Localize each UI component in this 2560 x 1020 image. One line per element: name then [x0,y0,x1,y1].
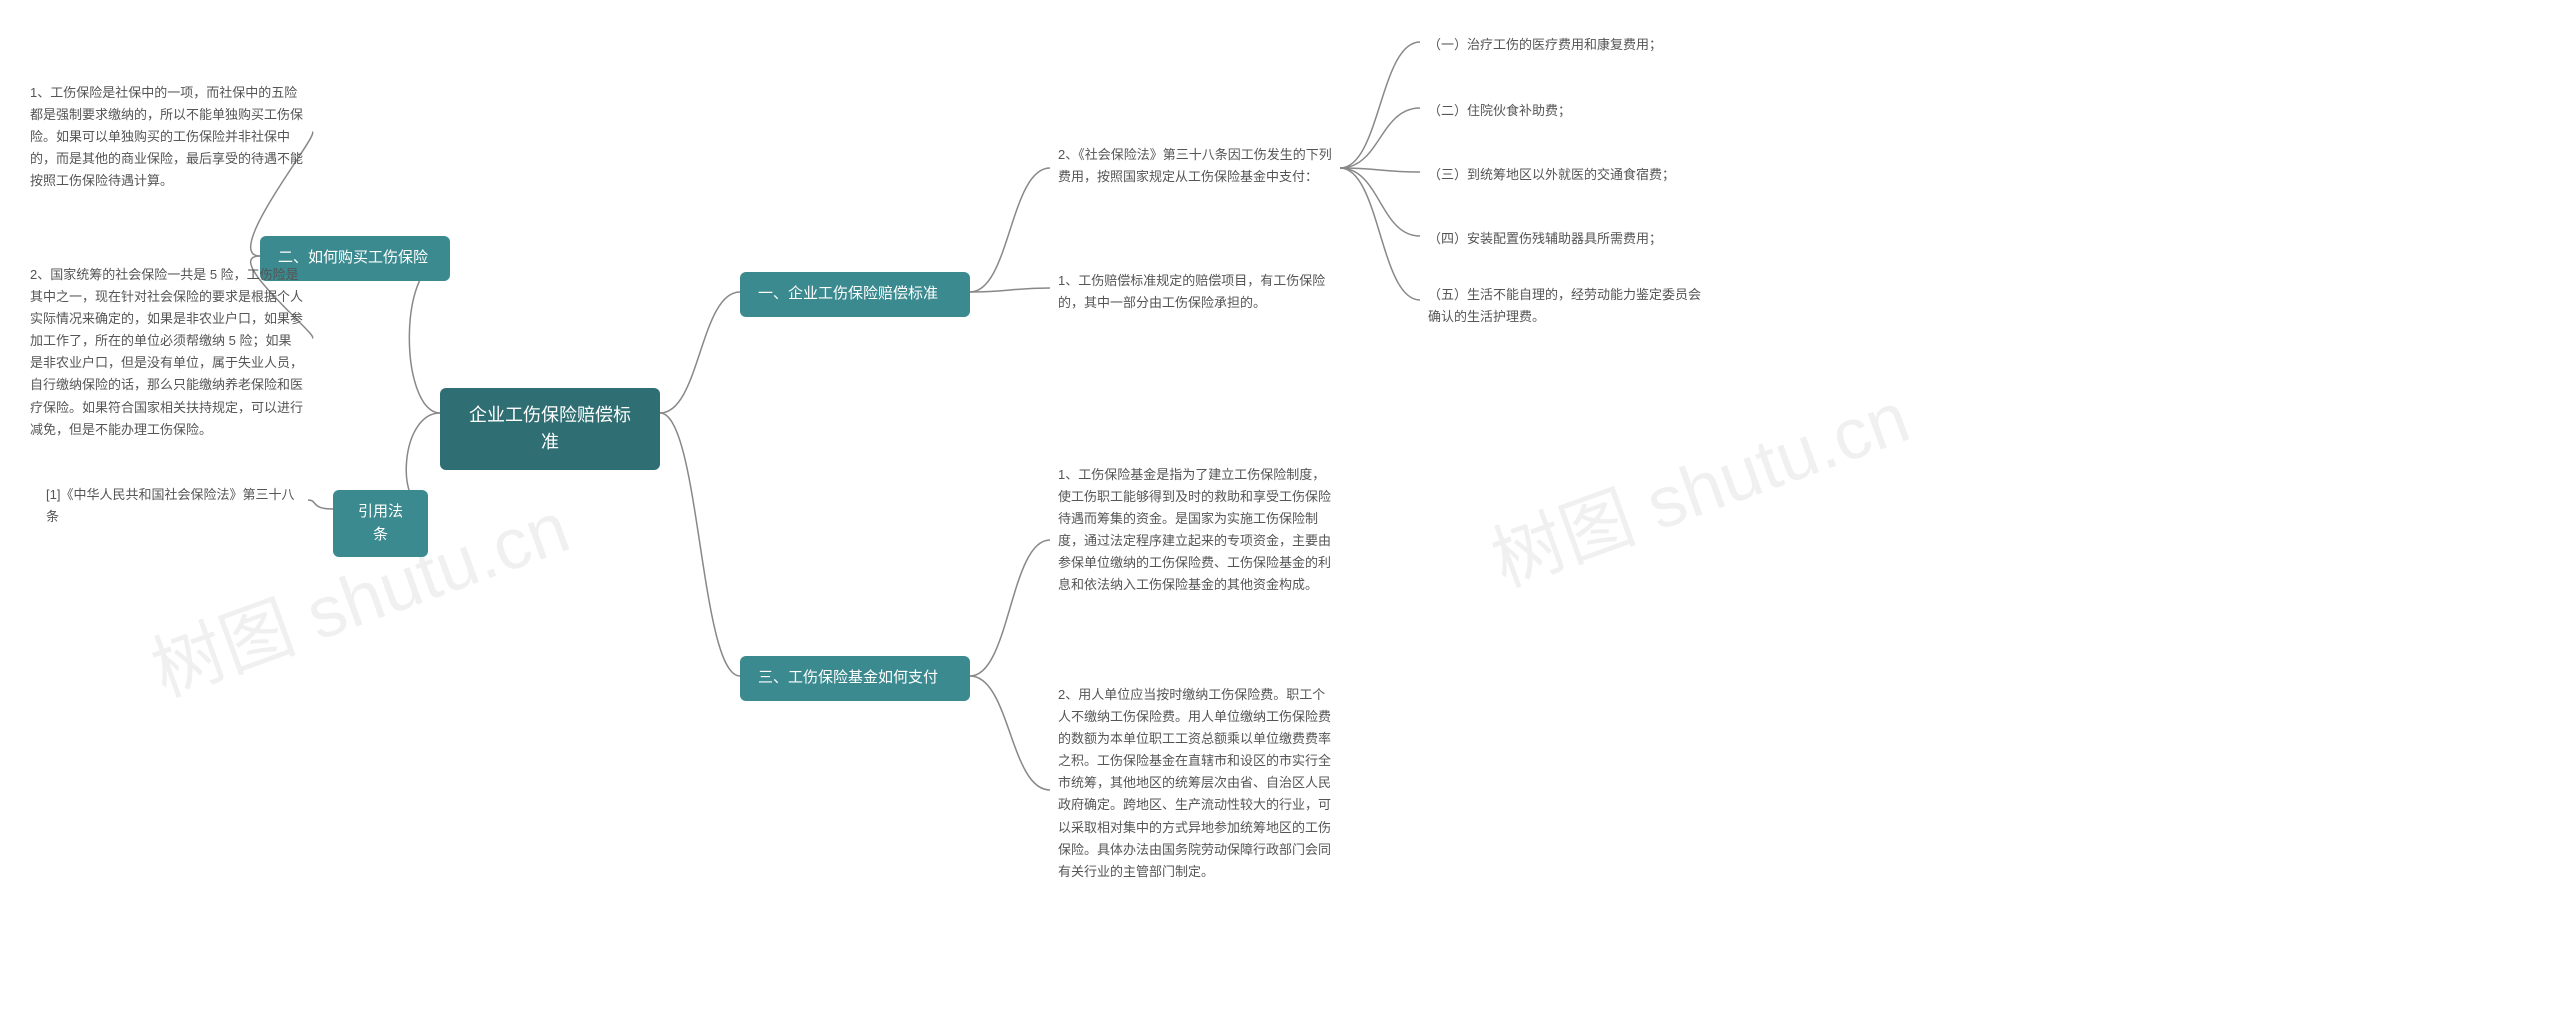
leaf-b1-1: 1、工伤赔偿标准规定的赔偿项目，有工伤保险的，其中一部分由工伤保险承担的。 [1050,266,1340,318]
leaf-b1-2-4: （四）安装配置伤残辅助器具所需费用； [1420,224,1720,254]
leaf-b2-1: 1、工伤保险是社保中的一项，而社保中的五险都是强制要求缴纳的，所以不能单独购买工… [22,78,312,196]
leaf-b2-2: 2、国家统筹的社会保险一共是 5 险，工伤险是其中之一，现在针对社会保险的要求是… [22,260,312,445]
watermark: 树图 shutu.cn [1475,359,1921,607]
leaf-b1-2-2: （二）住院伙食补助费； [1420,96,1720,126]
leaf-b4-1: [1]《中华人民共和国社会保险法》第三十八条 [38,480,308,532]
leaf-b3-2: 2、用人单位应当按时缴纳工伤保险费。职工个人不缴纳工伤保险费。用人单位缴纳工伤保… [1050,680,1340,887]
leaf-b1-2: 2、《社会保险法》第三十八条因工伤发生的下列费用，按照国家规定从工伤保险基金中支… [1050,140,1340,192]
branch-4[interactable]: 引用法条 [333,490,428,557]
leaf-b1-2-5: （五）生活不能自理的，经劳动能力鉴定委员会确认的生活护理费。 [1420,280,1720,332]
leaf-b3-1: 1、工伤保险基金是指为了建立工伤保险制度，使工伤职工能够得到及时的救助和享受工伤… [1050,460,1340,601]
branch-1[interactable]: 一、企业工伤保险赔偿标准 [740,272,970,317]
leaf-b1-2-1: （一）治疗工伤的医疗费用和康复费用； [1420,30,1720,60]
branch-3[interactable]: 三、工伤保险基金如何支付 [740,656,970,701]
leaf-b1-2-3: （三）到统筹地区以外就医的交通食宿费； [1420,160,1720,190]
root-node[interactable]: 企业工伤保险赔偿标准 [440,388,660,470]
